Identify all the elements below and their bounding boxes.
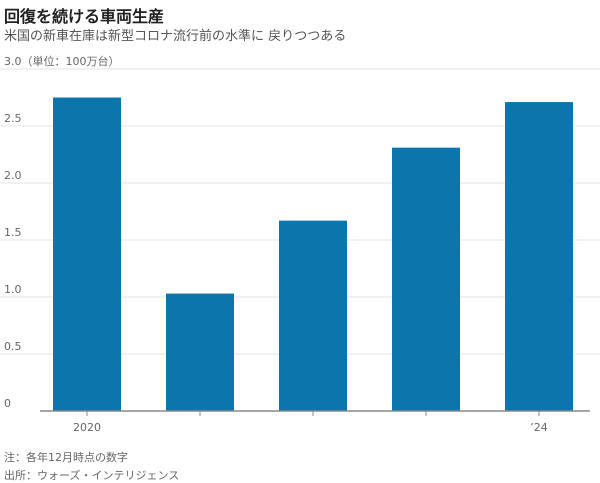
bar-layer	[53, 97, 573, 411]
bar	[166, 293, 234, 411]
bar-chart: 0 0.5 1.0 1.5 2.0 2.5 3.0（単位：100万台） 2020 ’24	[0, 54, 600, 434]
y-tick-label: 0.5	[4, 340, 22, 353]
x-tick-label: ’24	[530, 421, 548, 434]
chart-subtitle: 米国の新車在庫は新型コロナ流行前の水準に 戻りつつある	[4, 29, 347, 44]
bar	[53, 97, 121, 411]
bar	[505, 102, 573, 411]
bar	[392, 147, 460, 411]
bar	[279, 220, 347, 411]
y-tick-label: 1.0	[4, 283, 22, 296]
y-tick-label: 3.0（単位：100万台）	[4, 54, 120, 68]
axis-layer: 0 0.5 1.0 1.5 2.0 2.5 3.0（単位：100万台） 2020 ’24	[4, 54, 590, 434]
y-tick-label: 2.5	[4, 112, 22, 125]
x-tick-label: 2020	[73, 421, 101, 434]
y-tick-label: 1.5	[4, 226, 22, 239]
footnote-source: 出所：ウォーズ・インテリジェンス	[4, 469, 180, 482]
y-tick-label: 2.0	[4, 169, 22, 182]
footnote-note: 注：各年12月時点の数字	[4, 451, 128, 464]
y-tick-label: 0	[4, 397, 11, 410]
chart-title: 回復を続ける車両生産	[4, 7, 165, 26]
